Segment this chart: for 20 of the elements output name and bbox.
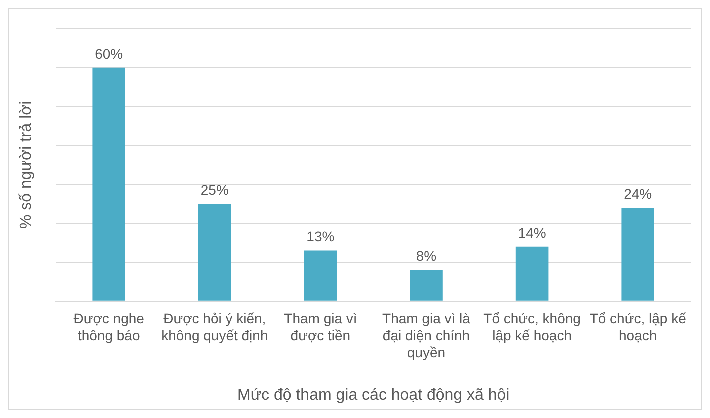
bar	[304, 250, 338, 301]
bar	[198, 204, 232, 301]
x-tick-label: Tổ chức, lập kế hoạch	[590, 310, 687, 344]
x-tick-label: Được nghe thông báo	[74, 310, 145, 344]
x-tick-label: Được hỏi ý kiến, không quyết định	[162, 310, 268, 344]
data-label: 8%	[416, 248, 437, 264]
data-label: 13%	[306, 228, 335, 245]
x-tick-label: Tổ chức, không lập kế hoạch	[484, 310, 581, 344]
data-label: 14%	[518, 224, 546, 241]
x-tick-label: Tham gia vì là đại diện chính quyền	[382, 310, 471, 360]
bar	[622, 208, 654, 301]
data-label: 25%	[200, 182, 229, 198]
bar	[516, 246, 549, 301]
data-label: 60%	[95, 46, 124, 62]
bar	[410, 270, 443, 301]
x-tick-label: Tham gia vì được tiền	[284, 310, 358, 344]
y-axis-title: % số người trả lời	[18, 101, 36, 230]
data-label: 24%	[624, 186, 652, 202]
bar	[92, 68, 126, 301]
x-axis-title: Mức độ tham gia các hoạt động xã hội	[238, 386, 510, 404]
